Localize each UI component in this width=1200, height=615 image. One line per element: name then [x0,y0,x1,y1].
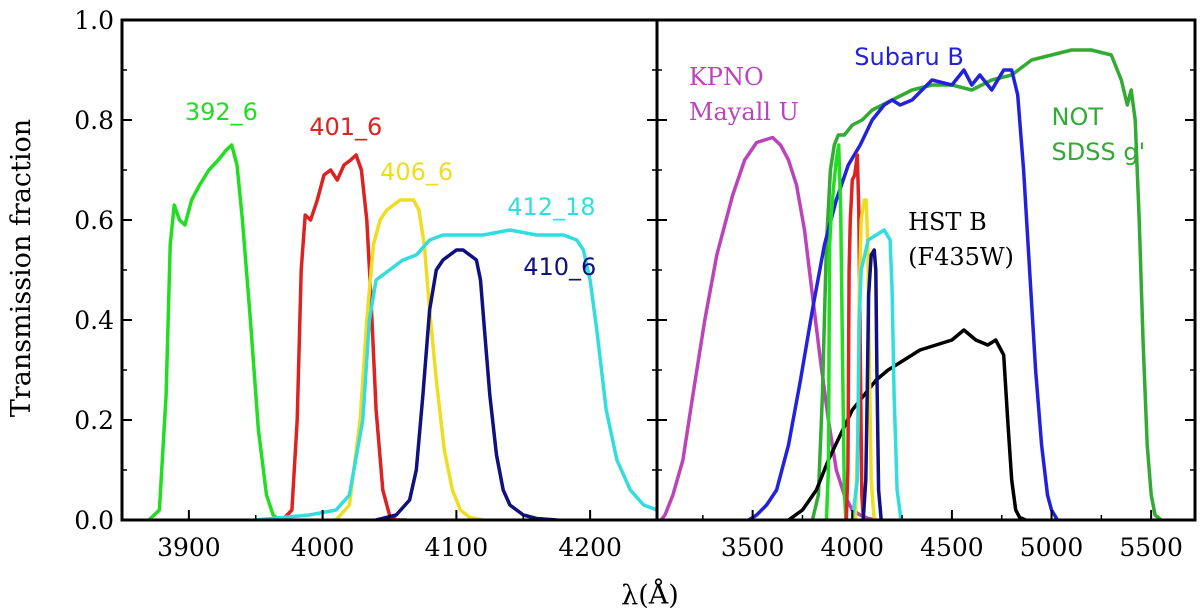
series-line-subaru-b [746,68,1060,520]
y-tick-label: 0.4 [74,306,114,335]
series-label-sdss-g-: SDSS g' [1052,138,1146,166]
x-tick-label: 4000 [820,533,884,562]
series-label-412-18: 412_18 [507,193,595,221]
series-label-subaru-b: Subaru B [854,43,964,71]
series-label-410-6: 410_6 [523,253,596,281]
x-tick-label: 3900 [157,533,221,562]
series-label--f435w-: (F435W) [908,243,1014,271]
series-line-410-6 [861,248,883,520]
y-tick-label: 0.2 [74,406,114,435]
x-axis-title: λ(Å) [621,578,679,611]
x-tick-label: 5500 [1119,533,1183,562]
x-tick-label: 4000 [291,533,355,562]
x-tick-label: 3500 [721,533,785,562]
x-tick-label: 4200 [558,533,622,562]
series-label-406-6: 406_6 [380,158,453,186]
series-label-392-6: 392_6 [185,98,258,126]
series-label-hst-b: HST B [908,208,987,236]
series-label-401-6: 401_6 [309,113,382,141]
series-line-412-18 [254,228,657,520]
x-tick-label: 4100 [425,533,489,562]
series-label-not: NOT [1052,103,1104,131]
series-line-410-6 [374,248,559,520]
series-line-not-sdss-g- [810,48,1163,520]
series-line-392-6 [147,143,291,520]
x-tick-label: 4500 [920,533,984,562]
y-tick-label: 1.0 [74,6,114,35]
y-tick-label: 0.0 [74,506,114,535]
right-panel: 3500 4000 4500 5000 5500 KPNO Mayall U Subaru B… [655,18,1197,562]
series-line-401-6 [844,153,866,520]
series-label-kpno: KPNO [689,63,764,91]
y-tick-label: 0.6 [74,206,114,235]
x-tick-label: 5000 [1020,533,1084,562]
series-line-hst-b-f435w- [786,328,1028,520]
series-label-mayall-u: Mayall U [689,98,799,126]
y-tick-label: 0.8 [74,106,114,135]
y-axis-title: Transmission fraction [6,119,37,417]
series-line-401-6 [280,153,408,520]
series-line-412-18 [850,228,903,520]
series-line-406-6 [334,198,485,520]
series-line-392-6 [824,143,848,520]
left-panel: 3900 4000 4100 4200 0.0 0.2 0.4 0.6 0.8 1.0 392_6 4… [74,6,659,562]
